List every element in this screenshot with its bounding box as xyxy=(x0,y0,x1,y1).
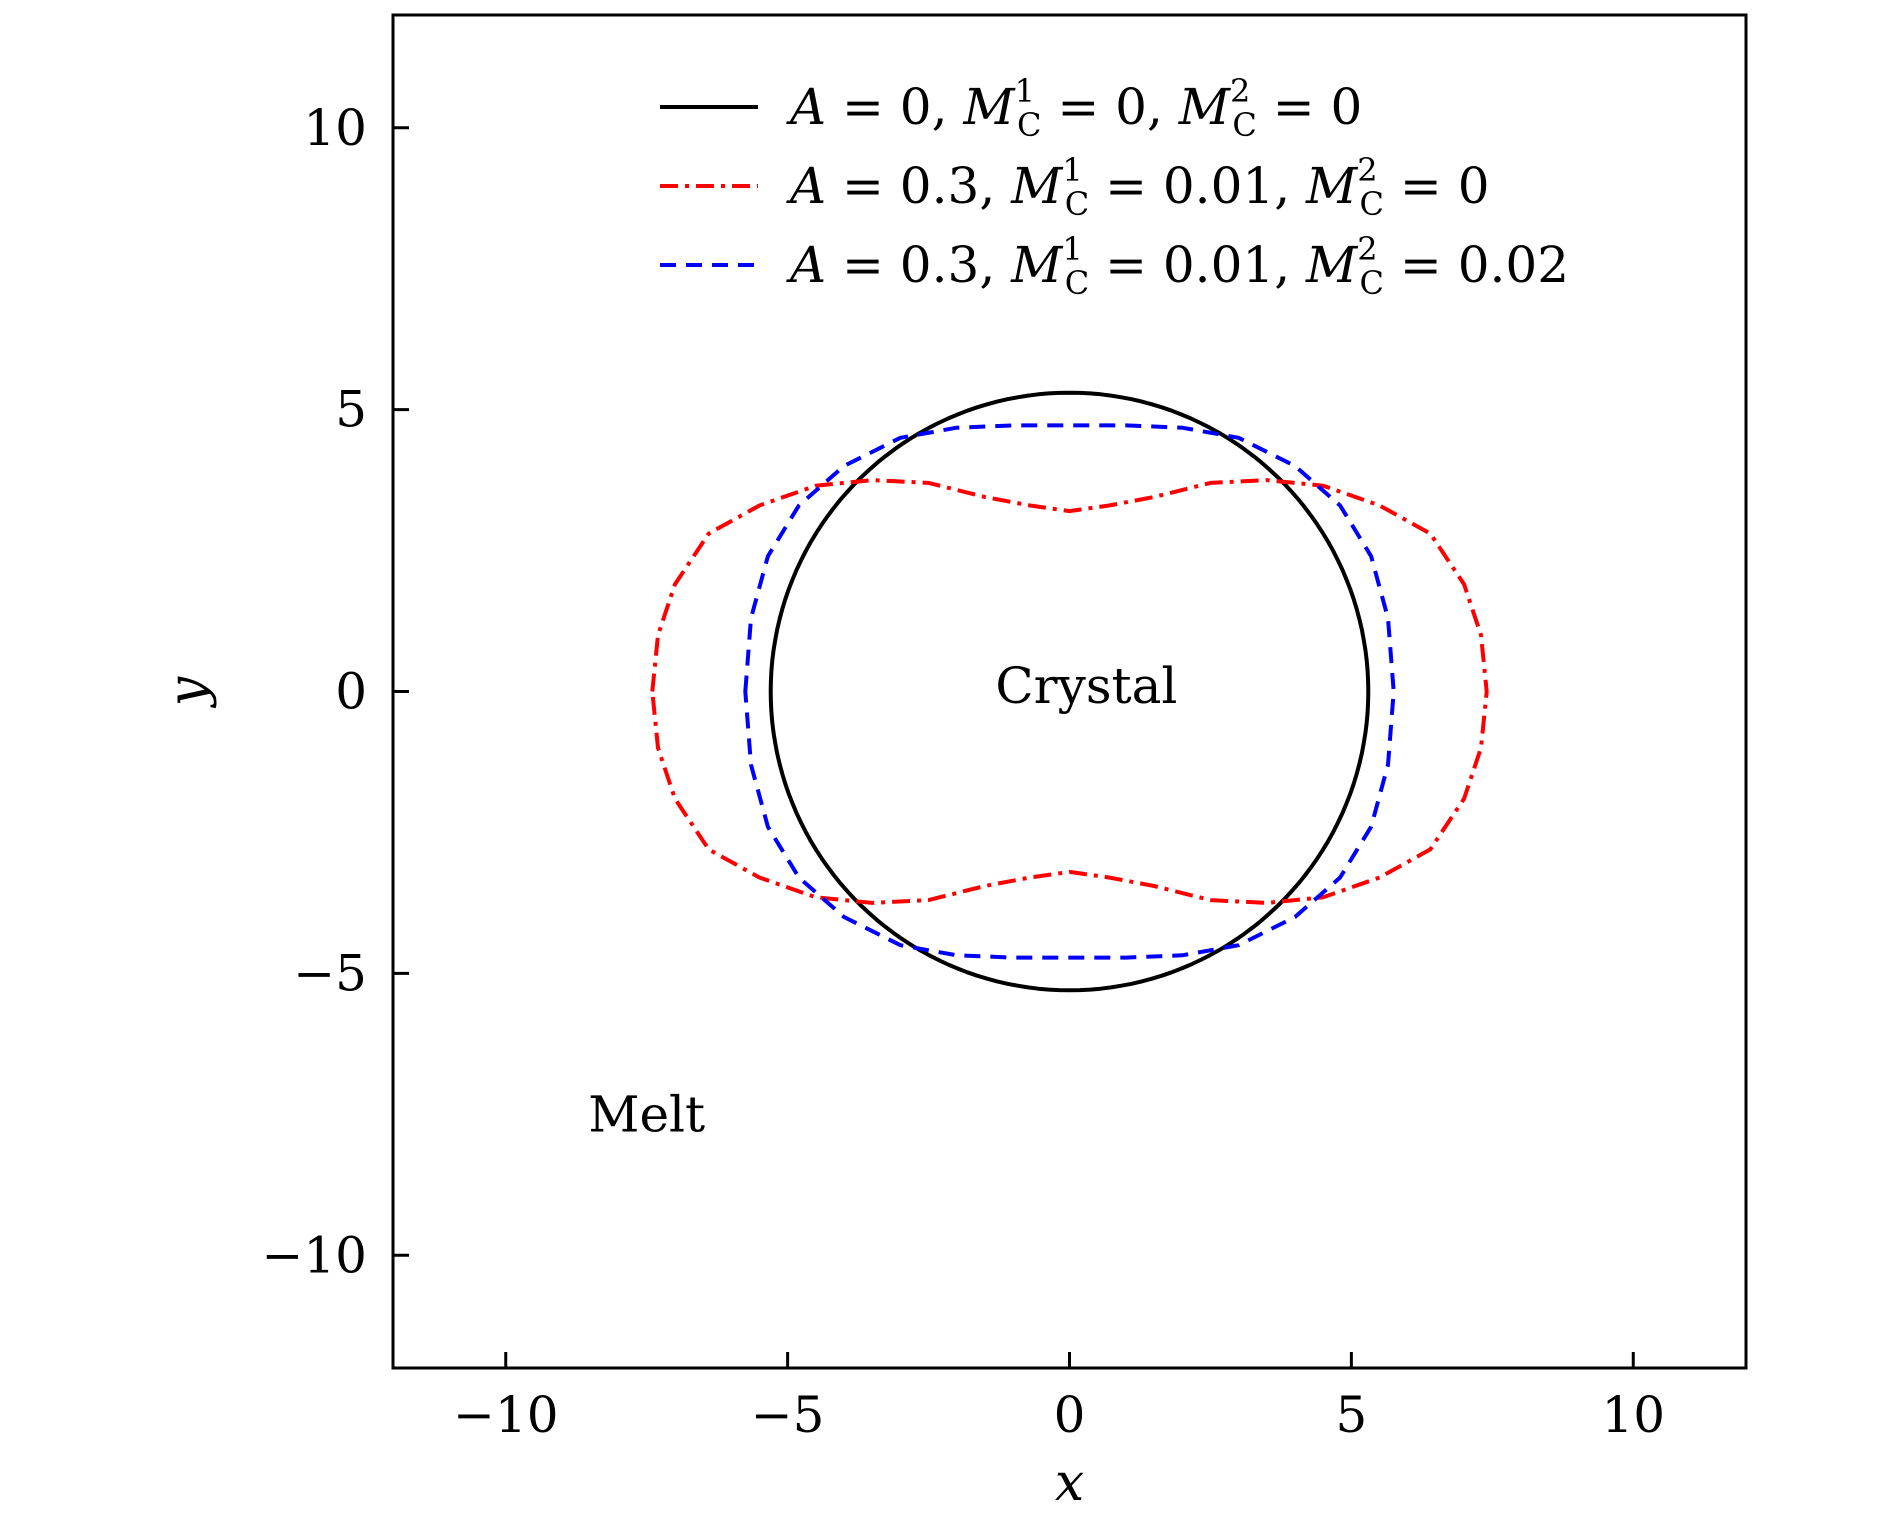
legend-1-mc2: 0 xyxy=(1330,78,1362,136)
series-3-curve xyxy=(743,423,1396,960)
x-axis-label: x xyxy=(1055,1453,1084,1512)
curves-layer xyxy=(650,390,1489,993)
svg-text:A = 0, M1C = 0,: A = 0, M1 C = 0, M2 C = 0 xyxy=(786,72,1362,144)
x-tick-label-2: −5 xyxy=(751,1386,825,1444)
annotations-layer: Crystal Melt xyxy=(588,657,1177,1143)
legend-entry-2: A = 0.3, M1 C = 0.01, M2 C = 0 xyxy=(660,151,1490,223)
svg-text:A = 0.3, M1C = 0.01,: A = 0.3, M1 C = 0.01, M2 C = 0 xyxy=(786,151,1490,223)
x-tick-label-3: 0 xyxy=(1054,1386,1086,1444)
x-tick-label-1: −10 xyxy=(453,1386,559,1444)
legend-3-a: 0.3 xyxy=(900,236,980,294)
y-axis-label: y xyxy=(158,676,218,708)
legend-2-a: 0.3 xyxy=(900,157,980,215)
svg-text:A = 0.3, M1C = 0.01,: A = 0.3, M1 C = 0.01, M2 C = 0.02 xyxy=(786,230,1569,302)
legend-2-mc1: 0.01 xyxy=(1163,157,1274,215)
legend-entry-3: A = 0.3, M1 C = 0.01, M2 C = 0.02 xyxy=(660,230,1569,302)
legend-3-mc2: 0.02 xyxy=(1458,236,1569,294)
legend: A = 0, M1 C = 0, M2 C = 0 A = 0.3, M1 C = 0… xyxy=(660,72,1569,302)
legend-entry-1: A = 0, M1 C = 0, M2 C = 0 xyxy=(660,72,1362,144)
y-tick-label-2: −5 xyxy=(293,944,367,1002)
annotation-crystal: Crystal xyxy=(995,657,1177,715)
legend-2-mc2: 0 xyxy=(1458,157,1490,215)
legend-3-mc1: 0.01 xyxy=(1163,236,1274,294)
ticks-layer xyxy=(393,126,1635,1368)
y-tick-label-5: 10 xyxy=(303,99,367,157)
x-tick-label-4: 5 xyxy=(1335,1386,1367,1444)
tick-labels-layer: −10 −5 0 5 10 −10 −5 0 5 10 xyxy=(261,99,1665,1444)
y-tick-label-3: 0 xyxy=(335,663,367,721)
annotation-melt: Melt xyxy=(588,1085,705,1143)
series-1-curve xyxy=(768,390,1371,993)
legend-1-a: 0 xyxy=(900,78,932,136)
legend-1-mc1: 0 xyxy=(1115,78,1147,136)
x-tick-label-5: 10 xyxy=(1601,1386,1665,1444)
y-tick-label-1: −10 xyxy=(261,1226,367,1284)
y-tick-label-4: 5 xyxy=(335,381,367,439)
series-2-curve xyxy=(650,478,1489,905)
